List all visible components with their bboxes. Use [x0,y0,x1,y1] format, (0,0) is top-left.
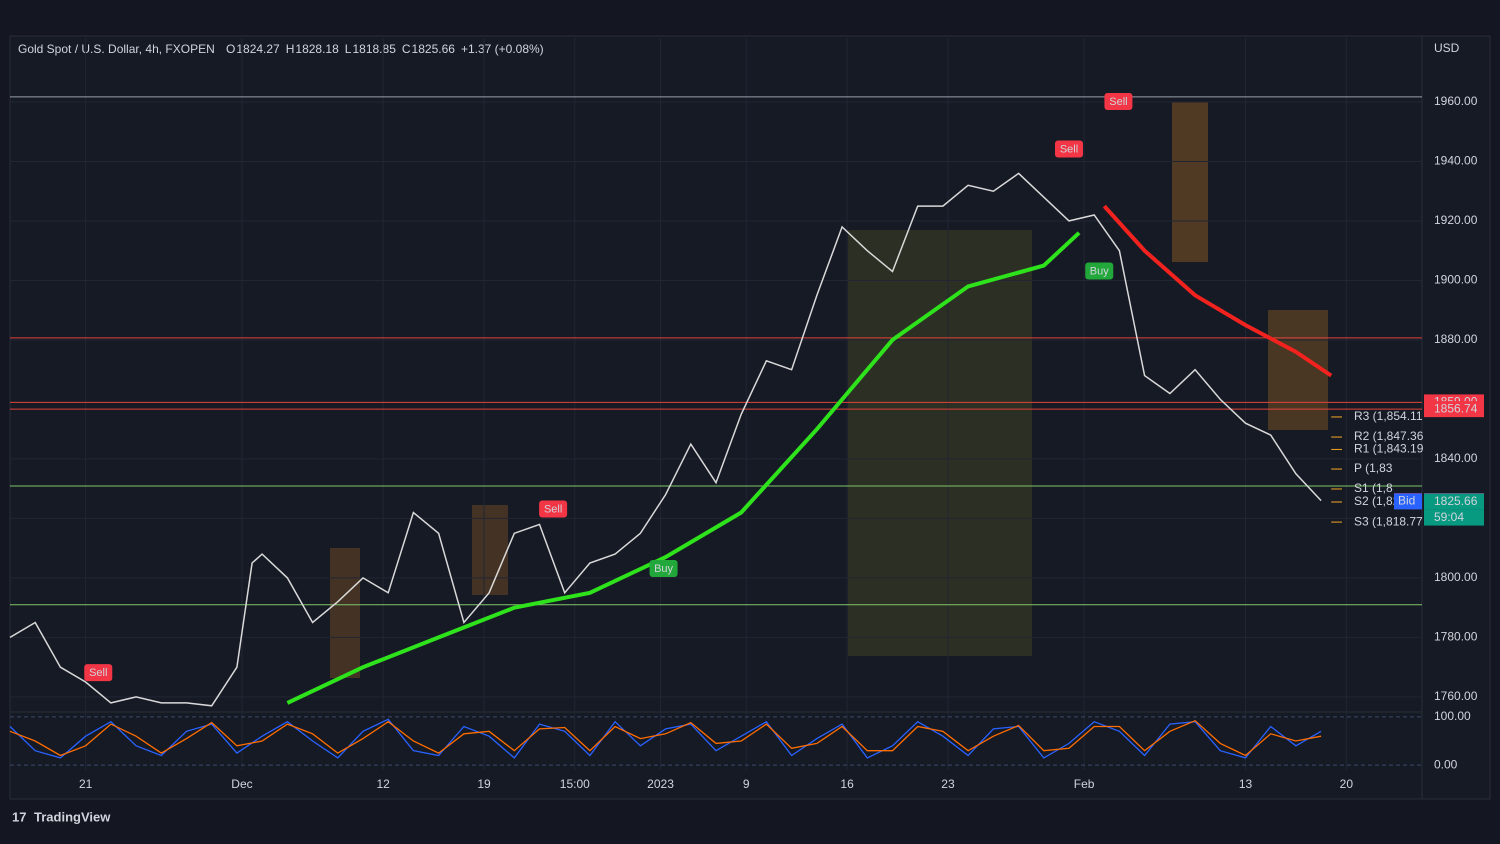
y-tick-label: 1840.00 [1434,451,1478,465]
y-tick-label: 1960.00 [1434,94,1478,108]
signal-badge [84,664,113,682]
signal-badge [1055,140,1083,158]
signal-label: Buy [654,563,673,575]
x-tick-label: 15:00 [560,777,590,791]
zone [330,548,360,678]
price-tag-name: Bid [1398,494,1415,508]
x-tick-label: 19 [477,777,491,791]
x-tick-label: 21 [79,777,93,791]
ohlc-name: C [402,42,411,56]
signal-badge [1085,262,1114,280]
timer: 59:04 [1434,510,1464,524]
pivot-label: R3 (1,854.11 [1354,409,1423,423]
signal-badge [1104,92,1133,110]
zone [848,230,1032,656]
signal-badge [539,500,568,518]
y-tick-label: 1780.00 [1434,630,1478,644]
pivot-label: R1 (1,843.19 [1354,442,1424,456]
y-tick-label: 1920.00 [1434,213,1478,227]
currency: USD [1434,41,1460,55]
ohlc-name: O [226,42,235,56]
price-line [1102,204,1333,378]
y-tick-label: 1900.00 [1434,273,1478,287]
ohlc-value: 1818.85 [352,42,396,56]
pivot-label: S1 (1,8 [1354,481,1393,495]
osc-tick-label: 100.00 [1434,709,1471,723]
x-tick-label: 9 [743,777,750,791]
signal-label: Sell [1109,96,1127,108]
signal-badge [649,559,678,577]
oscillator-line [9,718,1322,759]
zone [1172,102,1208,262]
y-tick-label: 1800.00 [1434,570,1478,584]
signal-label: Sell [544,503,562,515]
x-tick-label: 23 [941,777,955,791]
chart-panel [9,35,1491,800]
pivot-label: P (1,83 [1354,461,1393,475]
ohlc-name: L [345,42,352,56]
osc-tick-label: 0.00 [1434,757,1458,771]
ohlc-name: H [286,42,295,56]
price-tag [1424,401,1484,418]
x-tick-label: 2023 [647,777,674,791]
y-tick-label: 1880.00 [1434,332,1478,346]
change-label: +1.37 (+0.08%) [461,42,544,56]
x-tick-label: Feb [1074,777,1095,791]
oscillator-line [9,719,1322,757]
y-tick-label: 1760.00 [1434,689,1478,703]
price-tag-name-bg [1394,493,1422,510]
x-tick-label: 12 [376,777,390,791]
ohlc-value: 1825.66 [412,42,456,56]
pivot-label: R2 (1,847.36 [1354,429,1424,443]
x-tick-label: 13 [1239,777,1253,791]
ohlc-value: 1828.18 [295,42,339,56]
chart-title: Gold Spot / U.S. Dollar, 4h, FXOPEN [18,42,215,56]
price-tag [1424,493,1484,510]
x-tick-label: 16 [840,777,854,791]
logo-icon: 17 [12,809,26,824]
pivot-label: S3 (1,818.77 [1354,514,1423,528]
zone [1268,310,1328,430]
timer-bg [1424,509,1484,526]
price-tag-label: 1825.66 [1434,494,1478,508]
price-tag-label: 1856.74 [1434,401,1478,415]
signal-label: Sell [1060,143,1078,155]
x-tick-label: Dec [231,777,252,791]
x-tick-label: 20 [1340,777,1354,791]
y-tick-label: 1940.00 [1434,154,1478,168]
zone [472,505,508,595]
signal-label: Buy [1090,265,1109,277]
signal-label: Sell [89,667,107,679]
price-line [286,231,1081,705]
price-line [9,172,1322,707]
footer-logo: TradingView [34,809,111,824]
ohlc-value: 1824.27 [236,42,280,56]
